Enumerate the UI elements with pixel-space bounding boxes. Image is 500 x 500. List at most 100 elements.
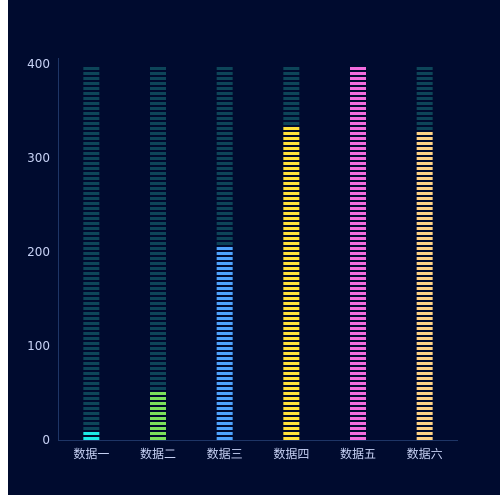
bar-segment-filled (283, 222, 300, 225)
bar-segment-filled (350, 292, 366, 295)
bar-segment-filled (216, 402, 233, 405)
bar-segment-filled (350, 337, 366, 340)
bar-segment-filled (283, 437, 300, 440)
bar-segment-filled (283, 402, 300, 405)
bar-segment-filled (283, 132, 300, 135)
bar-segment-track (83, 132, 100, 135)
bar-segment-filled (350, 67, 366, 70)
bar-segment-track (416, 127, 433, 130)
bar-segment-filled (283, 147, 300, 150)
bar-segment-track (150, 67, 166, 70)
bar-segment-track (150, 287, 166, 290)
bar-segment-filled (350, 202, 366, 205)
bar-segment-filled (283, 187, 300, 190)
bar-segment-filled (283, 407, 300, 410)
bar-segment-filled (216, 407, 233, 410)
bar-segment-filled (350, 192, 366, 195)
bar-segment-filled (350, 147, 366, 150)
bar-segment-track (150, 377, 166, 380)
bar-segment-filled (350, 162, 366, 165)
bar-segment-track (83, 342, 100, 345)
bar-segment-track (216, 192, 233, 195)
y-tick-label: 100 (27, 339, 50, 353)
bar-segment-filled (416, 172, 433, 175)
bar-segment-filled (350, 417, 366, 420)
bar-segment-track (150, 242, 166, 245)
bar-segment-filled (416, 322, 433, 325)
bar-segment-filled (350, 272, 366, 275)
bar-segment-filled (283, 392, 300, 395)
x-tick-label: 数据三 (207, 446, 243, 461)
bar-segment-track (283, 107, 300, 110)
bar-segment-track (283, 112, 300, 115)
bar-segment-track (83, 187, 100, 190)
bar-segment-track (83, 367, 100, 370)
bar-segment-filled (283, 282, 300, 285)
bar-segment-track (216, 102, 233, 105)
bar-segment-filled (416, 342, 433, 345)
bar-segment-filled (283, 267, 300, 270)
bar-segment-filled (283, 212, 300, 215)
bar-segment-filled (216, 252, 233, 255)
bar-segment-track (216, 147, 233, 150)
bar-segment-track (150, 302, 166, 305)
bar-segment-filled (283, 202, 300, 205)
bar-segment-filled (216, 367, 233, 370)
bar-segment-track (150, 237, 166, 240)
bar-segment-track (83, 247, 100, 250)
bar-segment-track (83, 392, 100, 395)
bar-segment-track (416, 72, 433, 75)
bar-segment-filled (350, 412, 366, 415)
bar-segment-filled (283, 297, 300, 300)
bar-segment-track (283, 97, 300, 100)
bar-segment-track (150, 157, 166, 160)
bar-segment-filled (416, 132, 433, 135)
bar-segment-filled (216, 307, 233, 310)
bar-segment-filled (416, 432, 433, 435)
bar-segment-track (83, 297, 100, 300)
bar-segment-track (83, 407, 100, 410)
bar-segment-track (416, 107, 433, 110)
bar-segment-track (83, 327, 100, 330)
bar-segment-filled (416, 427, 433, 430)
bar-segment-track (83, 117, 100, 120)
bar-segment-filled (283, 377, 300, 380)
bar-segment-filled (350, 312, 366, 315)
x-tick-label: 数据二 (140, 446, 176, 461)
bar-segment-filled (350, 327, 366, 330)
bar-segment-filled (350, 427, 366, 430)
bar-segment-filled (216, 387, 233, 390)
bar-segment-filled (416, 337, 433, 340)
bar-segment-track (83, 332, 100, 335)
bar-segment-filled (350, 252, 366, 255)
bar-segment-track (83, 412, 100, 415)
bar-segment-track (150, 152, 166, 155)
bar-segment-track (150, 342, 166, 345)
bar-segment-filled (216, 382, 233, 385)
bar-segment-filled (216, 352, 233, 355)
bar-segment-filled (283, 177, 300, 180)
bar-segment-filled (350, 407, 366, 410)
bar-segment-filled (416, 257, 433, 260)
bar-segment-filled (283, 232, 300, 235)
bar-segment-track (416, 82, 433, 85)
bar-segment-filled (216, 312, 233, 315)
bar-segment-filled (350, 137, 366, 140)
bar-segment-track (83, 87, 100, 90)
bar-segment-track (150, 177, 166, 180)
bar-segment-filled (216, 267, 233, 270)
bar-segment-filled (216, 372, 233, 375)
bar-segment-track (150, 252, 166, 255)
bar-segment-track (150, 267, 166, 270)
bar-segment-track (83, 202, 100, 205)
bar-segment-filled (416, 312, 433, 315)
bar-segment-filled (283, 262, 300, 265)
y-tick-label: 400 (27, 57, 50, 71)
bar-segment-filled (416, 227, 433, 230)
bar-segment-filled (216, 422, 233, 425)
bar-segment-track (416, 102, 433, 105)
bar-segment-filled (216, 397, 233, 400)
bar-segment-track (83, 212, 100, 215)
bar-segment-track (216, 177, 233, 180)
bar-segment-filled (350, 342, 366, 345)
